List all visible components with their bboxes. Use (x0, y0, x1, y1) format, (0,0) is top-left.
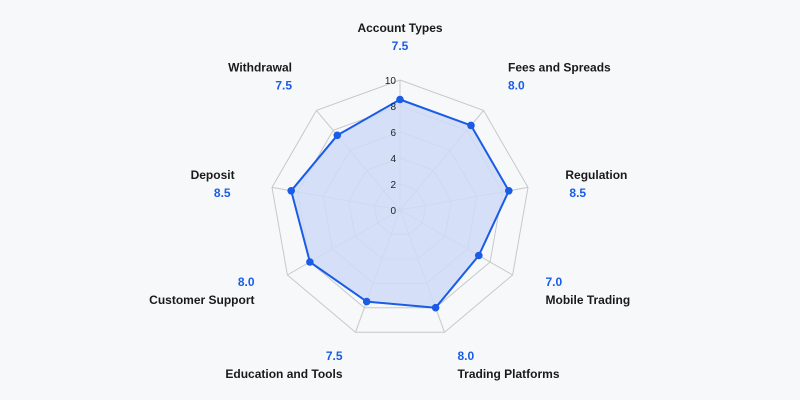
category-label: Mobile Trading (546, 293, 631, 307)
category-label: Customer Support (149, 293, 254, 307)
data-point (505, 187, 513, 195)
data-point (333, 131, 342, 140)
radial-tick-label: 2 (390, 180, 396, 191)
data-point (306, 258, 314, 266)
value-label: 8.0 (508, 78, 525, 92)
radial-tick-label: 8 (390, 102, 396, 113)
value-label: 8.0 (458, 349, 475, 363)
radial-tick-label: 10 (385, 76, 397, 87)
data-point (475, 251, 483, 260)
grid-ring (271, 79, 529, 333)
value-label: 8.5 (214, 186, 231, 200)
category-label: Withdrawal (228, 60, 292, 74)
value-label: 7.5 (392, 39, 409, 53)
category-label: Fees and Spreads (508, 60, 611, 74)
data-point (431, 303, 440, 312)
value-label: 7.5 (326, 349, 343, 363)
value-label: 7.5 (275, 78, 292, 92)
data-point (362, 297, 371, 306)
category-label: Trading Platforms (458, 367, 560, 381)
data-point (287, 187, 296, 195)
radial-tick-label: 0 (390, 206, 396, 217)
data-area (291, 99, 509, 308)
category-label: Account Types (357, 21, 442, 35)
value-label: 7.0 (546, 275, 563, 289)
data-point (396, 95, 404, 104)
value-label: 8.5 (569, 186, 586, 200)
category-label: Regulation (565, 168, 627, 182)
value-label: 8.0 (238, 275, 255, 289)
data-point (467, 121, 475, 130)
radial-tick-label: 6 (390, 128, 396, 139)
category-label: Deposit (191, 168, 235, 182)
data-line (290, 98, 510, 309)
radial-tick-label: 4 (390, 154, 396, 165)
category-label: Education and Tools (225, 367, 342, 381)
